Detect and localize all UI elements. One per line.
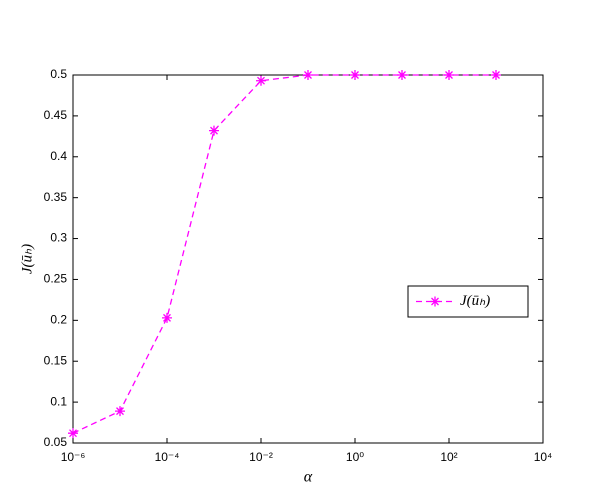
x-tick-label: 10⁻⁶ (61, 450, 86, 464)
legend-label: J(ūₕ) (460, 293, 490, 309)
data-point (115, 406, 125, 417)
x-tick-label: 10² (440, 450, 457, 464)
y-tick-label: 0.05 (44, 435, 68, 449)
y-tick-label: 0.2 (50, 313, 67, 327)
data-point (162, 312, 172, 323)
data-point (256, 75, 266, 86)
y-tick-label: 0.15 (44, 353, 68, 367)
y-tick-label: 0.3 (50, 231, 67, 245)
x-tick-label: 10⁻² (249, 450, 273, 464)
x-axis-label: α (304, 469, 313, 486)
data-point (491, 70, 501, 80)
data-point (350, 70, 360, 80)
data-point (303, 70, 313, 80)
y-tick-label: 0.5 (50, 67, 67, 81)
y-tick-label: 0.25 (44, 272, 68, 286)
x-tick-label: 10⁴ (534, 450, 553, 464)
y-axis-label: J(ūₕ) (19, 244, 35, 274)
series-line (72, 74, 496, 434)
data-point (209, 125, 219, 136)
x-tick-label: 10⁰ (346, 450, 364, 464)
data-point (68, 428, 78, 439)
y-tick-label: 0.45 (44, 108, 68, 122)
y-tick-label: 0.1 (50, 394, 67, 408)
data-point (444, 70, 454, 80)
data-point (397, 70, 407, 80)
x-tick-label: 10⁻⁴ (155, 450, 180, 464)
y-tick-label: 0.4 (50, 149, 67, 163)
legend-marker (430, 296, 440, 307)
y-tick-label: 0.35 (44, 190, 68, 204)
